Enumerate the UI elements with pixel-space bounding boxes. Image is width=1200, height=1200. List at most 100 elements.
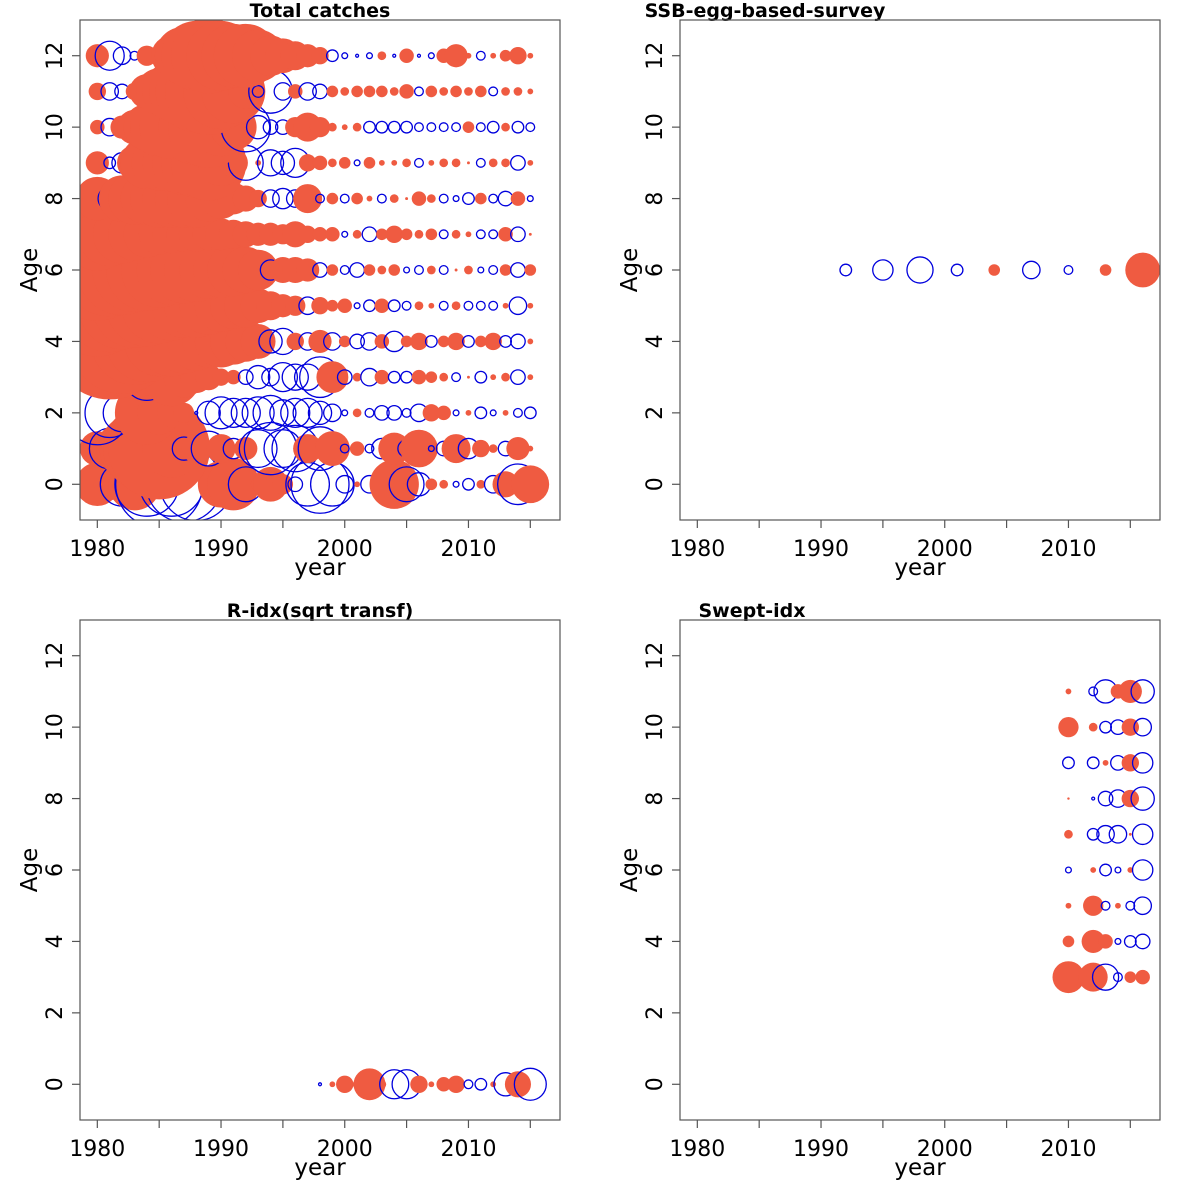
y-tick-label: 0 (43, 477, 68, 491)
bubble-negative (1091, 963, 1120, 991)
x-tick-label: 1990 (793, 1137, 849, 1162)
bubble-positive (451, 158, 461, 168)
x-tick-label: 1980 (669, 1137, 725, 1162)
bubble-negative (475, 122, 486, 133)
bubble-negative (1099, 863, 1113, 877)
bubble-positive (226, 369, 241, 385)
x-tick-label: 1980 (69, 537, 125, 562)
bubble-positive (1102, 759, 1109, 766)
bubble-negative (463, 300, 474, 311)
bubble-positive (506, 436, 530, 461)
bubble-positive (475, 335, 487, 348)
bubble-positive (1125, 252, 1160, 288)
bubble-negative (400, 370, 414, 384)
bubble-positive (444, 44, 468, 68)
bubble-positive (293, 184, 323, 214)
bubble-negative (438, 264, 449, 275)
bubble-negative (488, 193, 499, 204)
bubble-positive (510, 191, 526, 206)
bubble-negative (272, 187, 294, 210)
bubble-negative (474, 406, 488, 420)
bubble-positive (425, 85, 438, 98)
bubble-positive (501, 158, 510, 168)
bubble-positive (414, 229, 424, 239)
bubble-negative (245, 114, 271, 140)
y-tick-label: 6 (43, 263, 68, 277)
bubble-positive (439, 479, 449, 489)
bubble-positive (399, 84, 414, 99)
bubble-positive (527, 88, 534, 95)
bubble-negative (1088, 686, 1099, 697)
bubble-negative (1114, 866, 1122, 874)
bubble-negative (452, 480, 460, 488)
bubble-negative (309, 461, 355, 507)
y-tick-label: 12 (643, 642, 668, 670)
bubble-positive (1127, 867, 1134, 873)
bubble-negative (375, 120, 389, 134)
bubble-negative (1133, 896, 1153, 916)
bubble-negative (261, 367, 280, 387)
bubble-positive (528, 232, 532, 236)
bubble-negative (100, 82, 120, 101)
bubble-positive (1124, 971, 1137, 983)
bubble-positive (352, 122, 362, 132)
y-axis-label: Age (17, 248, 43, 292)
bubble-positive (524, 264, 537, 276)
bubble-positive (451, 301, 461, 311)
bubble-positive (475, 192, 487, 205)
bubble-positive (351, 85, 363, 98)
bubble-negative (339, 264, 350, 275)
bubble-negative (462, 334, 475, 348)
bubble-positive (328, 122, 337, 132)
bubble-negative (413, 122, 424, 133)
bubble-negative (1131, 823, 1154, 846)
bubble-positive (428, 159, 435, 166)
bubble-negative (438, 300, 449, 311)
bubble-positive (316, 361, 349, 394)
bubble-negative (335, 474, 355, 494)
bubble-negative (510, 333, 526, 350)
bubble-positive (527, 445, 534, 452)
x-tick-label: 2000 (917, 1137, 973, 1162)
bubble-positive (464, 87, 473, 96)
bubble-positive (527, 302, 534, 309)
bubble-negative (906, 256, 934, 284)
x-axis-label: year (894, 1155, 946, 1181)
bubble-negative (353, 159, 361, 167)
bubble-positive (447, 1075, 465, 1093)
bubble-positive (428, 302, 435, 309)
y-tick-label: 2 (643, 406, 668, 420)
bubble-positive (309, 116, 331, 138)
bubble-positive (374, 298, 390, 313)
bubble-positive (441, 434, 471, 464)
bubble-negative (508, 296, 528, 316)
bubble-negative (451, 122, 462, 133)
bubble-negative (452, 409, 460, 417)
y-tick-label: 4 (643, 334, 668, 348)
bubble-negative (349, 333, 366, 350)
x-tick-label: 2010 (440, 537, 496, 562)
bubble-negative (488, 264, 499, 275)
bubble-positive (399, 48, 414, 63)
bubble-positive (329, 1081, 336, 1088)
bubble-positive (1088, 722, 1098, 732)
bubble-positive (1064, 829, 1073, 839)
bubble-positive (410, 1075, 428, 1093)
bubble-negative (475, 157, 486, 168)
bubble-positive (296, 258, 320, 282)
bubble-positive (476, 479, 486, 489)
bubble-positive (389, 87, 399, 96)
bubble-positive (206, 434, 236, 464)
panel-r-idx: R-idx(sqrt transf) year Age 1980 1990 2000… (17, 600, 561, 1181)
bubble-positive (288, 84, 303, 99)
bubble-layer (317, 1067, 547, 1101)
bubble-positive (1090, 867, 1097, 873)
bubble-positive (337, 298, 352, 313)
bubble-positive (462, 121, 475, 133)
bubble-negative (475, 50, 486, 61)
bubble-positive (212, 368, 230, 386)
bubble-positive (439, 372, 449, 382)
bubble-positive (488, 158, 498, 168)
bubble-negative (463, 1079, 474, 1090)
